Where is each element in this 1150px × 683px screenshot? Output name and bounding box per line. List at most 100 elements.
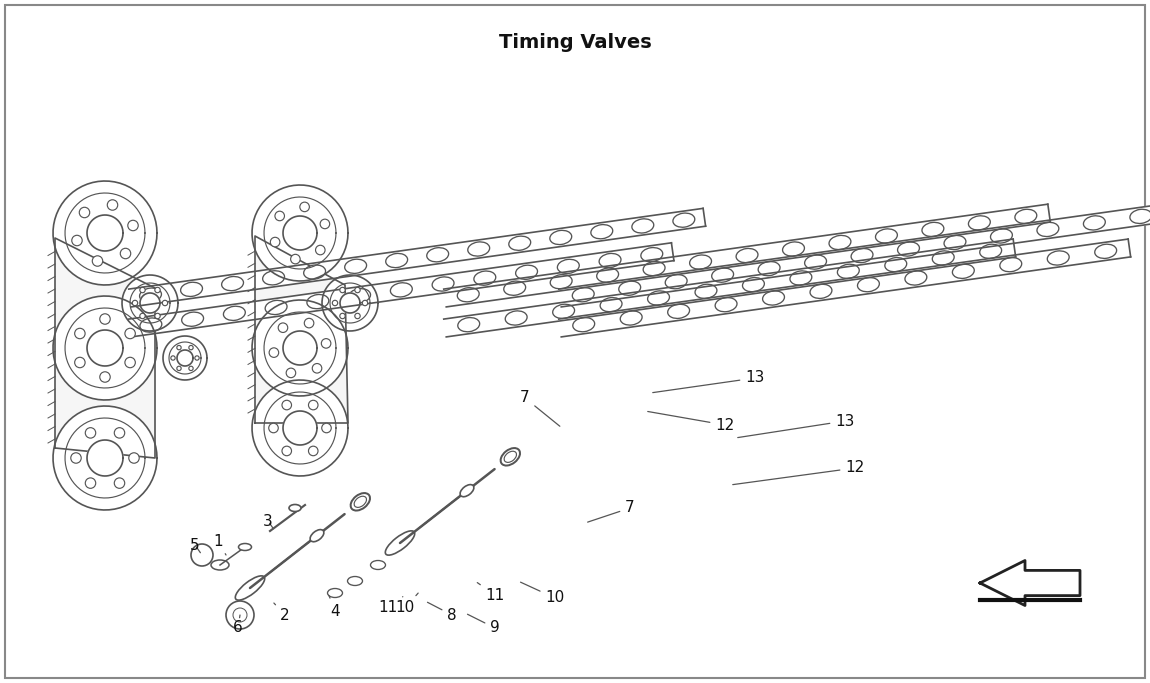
Polygon shape <box>55 238 155 458</box>
Circle shape <box>177 346 182 350</box>
Text: Timing Valves: Timing Valves <box>499 33 651 52</box>
Ellipse shape <box>837 264 859 279</box>
Ellipse shape <box>968 216 990 230</box>
Ellipse shape <box>600 298 622 311</box>
Ellipse shape <box>515 265 537 279</box>
Ellipse shape <box>643 262 665 276</box>
Circle shape <box>278 323 288 333</box>
Ellipse shape <box>790 271 812 285</box>
Circle shape <box>155 313 160 319</box>
Circle shape <box>308 446 319 456</box>
Circle shape <box>75 357 85 367</box>
Circle shape <box>322 423 331 433</box>
Ellipse shape <box>573 318 595 332</box>
Circle shape <box>129 453 139 463</box>
Circle shape <box>121 249 131 259</box>
Ellipse shape <box>591 225 613 239</box>
Ellipse shape <box>347 576 362 585</box>
Circle shape <box>355 313 360 319</box>
Circle shape <box>305 318 314 328</box>
Polygon shape <box>129 208 706 307</box>
Polygon shape <box>163 336 207 380</box>
Polygon shape <box>177 350 193 366</box>
Ellipse shape <box>668 304 690 318</box>
Ellipse shape <box>210 560 229 570</box>
Circle shape <box>339 288 345 293</box>
Circle shape <box>125 357 136 367</box>
Circle shape <box>71 453 82 463</box>
Circle shape <box>227 601 254 629</box>
Ellipse shape <box>736 249 758 263</box>
Ellipse shape <box>504 281 526 295</box>
Ellipse shape <box>758 262 780 276</box>
Ellipse shape <box>897 242 920 256</box>
Circle shape <box>233 608 247 622</box>
Ellipse shape <box>1048 251 1070 265</box>
Circle shape <box>194 356 199 360</box>
Ellipse shape <box>805 255 827 269</box>
Circle shape <box>114 428 124 438</box>
Ellipse shape <box>354 497 367 507</box>
Ellipse shape <box>508 236 530 251</box>
Text: 7: 7 <box>520 391 560 426</box>
Ellipse shape <box>1037 223 1059 236</box>
Circle shape <box>140 288 145 293</box>
Circle shape <box>189 346 193 350</box>
Circle shape <box>355 288 360 293</box>
Text: 13: 13 <box>653 370 765 393</box>
Circle shape <box>177 366 182 371</box>
Circle shape <box>155 288 160 293</box>
Polygon shape <box>559 239 1130 337</box>
Ellipse shape <box>139 288 161 302</box>
Polygon shape <box>53 406 158 510</box>
Circle shape <box>75 329 85 339</box>
Circle shape <box>171 356 175 360</box>
Ellipse shape <box>550 230 572 245</box>
Circle shape <box>85 478 95 488</box>
Circle shape <box>313 363 322 373</box>
Circle shape <box>71 235 82 246</box>
Ellipse shape <box>1083 216 1105 230</box>
Ellipse shape <box>782 242 805 256</box>
Circle shape <box>291 254 300 264</box>
Ellipse shape <box>620 311 642 325</box>
Polygon shape <box>129 243 674 337</box>
Circle shape <box>85 428 95 438</box>
Circle shape <box>79 207 90 218</box>
Ellipse shape <box>262 270 284 285</box>
Polygon shape <box>283 411 317 445</box>
Polygon shape <box>322 275 378 331</box>
Ellipse shape <box>370 561 385 570</box>
Ellipse shape <box>597 268 619 282</box>
Ellipse shape <box>1095 245 1117 258</box>
Ellipse shape <box>182 312 204 326</box>
Text: 11: 11 <box>378 597 402 615</box>
Ellipse shape <box>238 544 252 550</box>
Text: 2: 2 <box>274 603 290 622</box>
Text: 11: 11 <box>477 583 505 602</box>
Circle shape <box>286 368 296 378</box>
Ellipse shape <box>999 257 1021 272</box>
Ellipse shape <box>289 505 301 512</box>
Ellipse shape <box>181 282 202 296</box>
Ellipse shape <box>952 264 974 279</box>
Circle shape <box>114 478 124 488</box>
Ellipse shape <box>695 284 716 298</box>
Ellipse shape <box>933 251 954 265</box>
Text: 9: 9 <box>468 614 500 635</box>
Circle shape <box>320 219 330 229</box>
Polygon shape <box>340 293 360 313</box>
Circle shape <box>162 301 168 306</box>
Ellipse shape <box>875 229 897 243</box>
Ellipse shape <box>222 277 244 291</box>
Ellipse shape <box>553 304 575 318</box>
Polygon shape <box>283 216 317 250</box>
Circle shape <box>315 245 325 255</box>
Ellipse shape <box>573 288 595 302</box>
Ellipse shape <box>558 260 580 273</box>
Ellipse shape <box>673 213 695 227</box>
Text: 13: 13 <box>738 413 854 438</box>
Polygon shape <box>283 331 317 365</box>
Polygon shape <box>140 293 160 313</box>
Polygon shape <box>444 239 1015 337</box>
